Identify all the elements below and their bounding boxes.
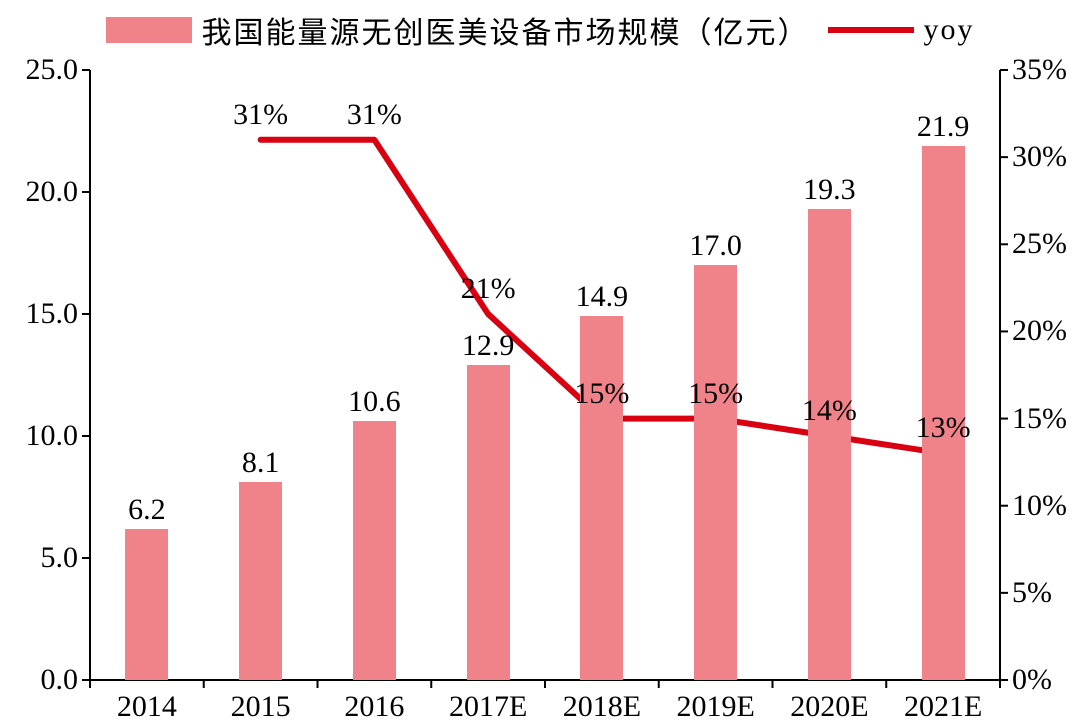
bar-label: 12.9 — [462, 329, 515, 363]
x-tick: 2015 — [231, 690, 291, 724]
bar — [694, 265, 737, 680]
x-tick: 2020E — [790, 690, 868, 724]
bar — [353, 421, 396, 680]
bar — [808, 209, 851, 680]
y-right-tick: 15% — [1012, 402, 1067, 436]
y-left-tick: 15.0 — [26, 297, 79, 331]
y-left-tick: 10.0 — [26, 419, 79, 453]
y-left-tick: 0.0 — [41, 663, 79, 697]
x-tick: 2014 — [117, 690, 177, 724]
x-tick: 2016 — [344, 690, 404, 724]
chart-container: 我国能量源无创医美设备市场规模（亿元） yoy 0.05.010.015.020… — [0, 0, 1080, 727]
x-tick: 2021E — [904, 690, 982, 724]
y-right-tick: 30% — [1012, 140, 1067, 174]
line-label: 15% — [574, 377, 629, 411]
y-right-tick: 35% — [1012, 53, 1067, 87]
y-left-tick: 5.0 — [41, 541, 79, 575]
y-right-tick: 10% — [1012, 489, 1067, 523]
x-tick: 2017E — [449, 690, 527, 724]
line-label: 15% — [688, 377, 743, 411]
x-tick: 2019E — [676, 690, 754, 724]
bar-label: 6.2 — [128, 493, 166, 527]
bar-label: 10.6 — [348, 385, 401, 419]
y-right-tick: 20% — [1012, 314, 1067, 348]
bar-label: 21.9 — [917, 110, 970, 144]
y-right-tick: 0% — [1012, 663, 1052, 697]
y-right-tick: 5% — [1012, 576, 1052, 610]
line-label: 21% — [461, 272, 516, 306]
bar — [239, 482, 282, 680]
bar-label: 14.9 — [576, 280, 629, 314]
x-tick: 2018E — [563, 690, 641, 724]
line-label: 31% — [347, 98, 402, 132]
line-label: 14% — [802, 394, 857, 428]
bar — [580, 316, 623, 680]
bar-label: 19.3 — [803, 173, 856, 207]
bar-label: 17.0 — [689, 229, 742, 263]
y-left-tick: 20.0 — [26, 175, 79, 209]
line-label: 13% — [916, 411, 971, 445]
bar — [125, 529, 168, 680]
y-left-tick: 25.0 — [26, 53, 79, 87]
line-label: 31% — [233, 98, 288, 132]
bar — [467, 365, 510, 680]
bar-label: 8.1 — [242, 446, 280, 480]
y-right-tick: 25% — [1012, 227, 1067, 261]
